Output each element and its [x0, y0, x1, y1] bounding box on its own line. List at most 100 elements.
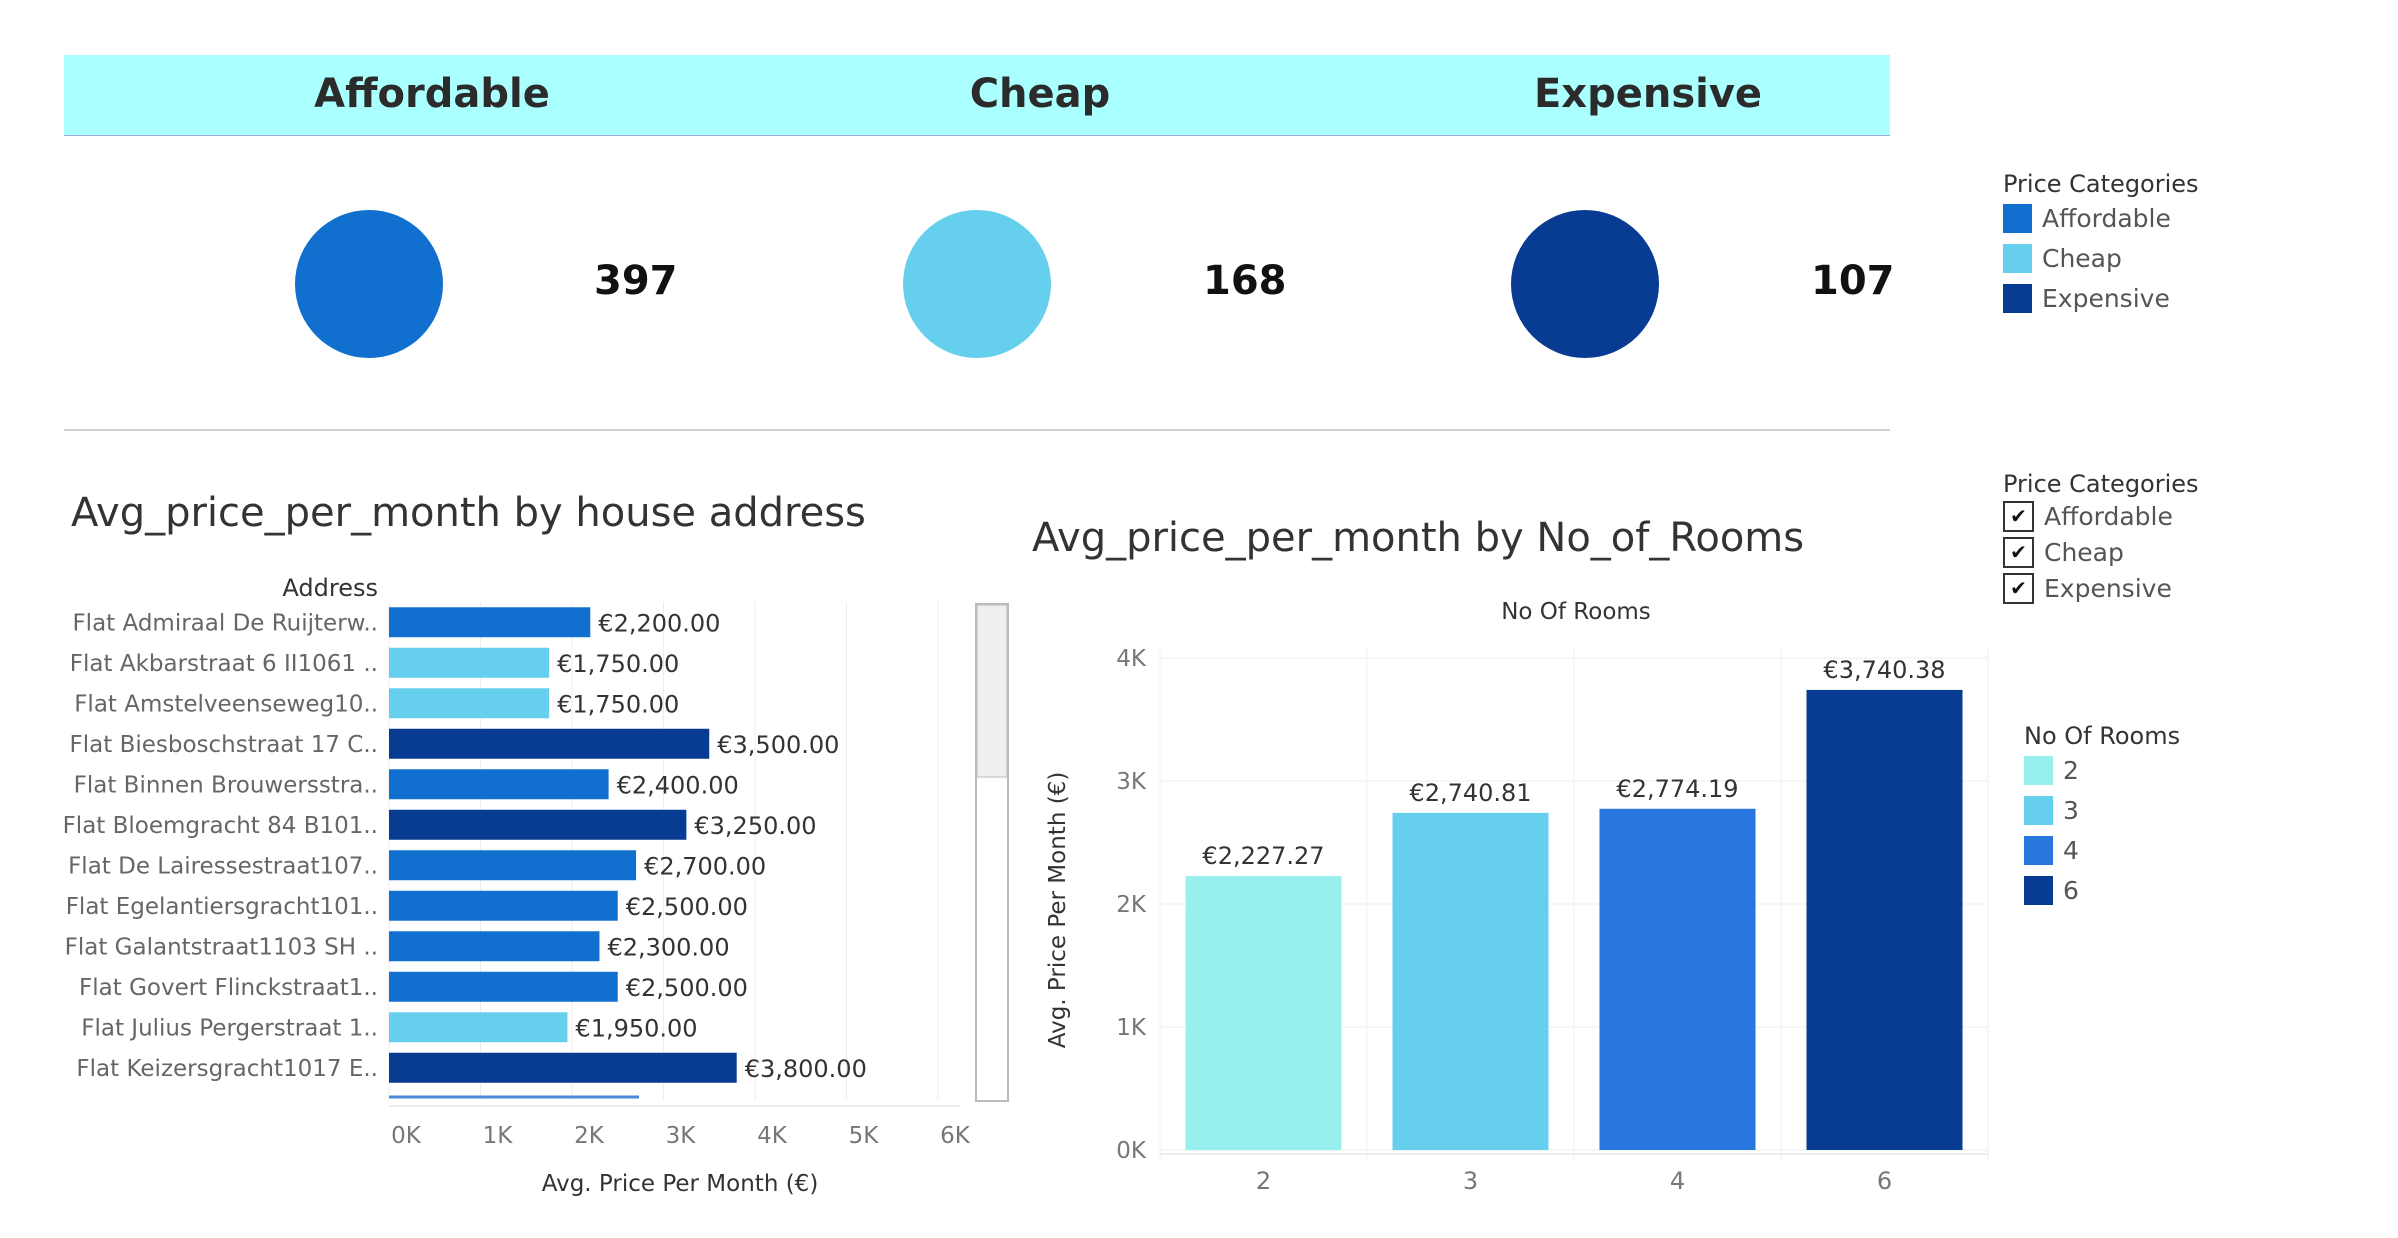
checkbox-cheap[interactable]: ✔ — [2003, 536, 2034, 568]
rooms-bar — [1185, 876, 1342, 1150]
legend-swatch — [2003, 203, 2032, 233]
filter-item-expensive[interactable]: ✔ Expensive — [2003, 570, 2199, 606]
legend-item-expensive[interactable]: Expensive — [2003, 278, 2199, 318]
x-tick-label: 4 — [1670, 1167, 1685, 1195]
x-tick-label: 2 — [1256, 1167, 1271, 1195]
kpi-circle-expensive[interactable] — [1511, 210, 1659, 358]
address-label: Flat Keizersgracht1017 E.. — [76, 1056, 378, 1082]
address-label: Flat Govert Flinckstraat1.. — [79, 975, 378, 1001]
y-tick-label: 0K — [1116, 1138, 1147, 1164]
bar-value-label: €2,500.00 — [626, 974, 748, 1002]
legend-title: Price Categories — [2003, 170, 2199, 198]
legend-item-cheap[interactable]: Cheap — [2003, 238, 2199, 278]
x-tick-label: 1K — [483, 1123, 514, 1149]
legend-label: 6 — [2063, 875, 2079, 905]
address-bar — [389, 688, 550, 719]
filter-item-cheap[interactable]: ✔ Cheap — [2003, 534, 2199, 570]
bar-value-label: €2,740.81 — [1409, 779, 1531, 807]
address-bar — [389, 769, 609, 800]
bar-value-label: €2,227.27 — [1202, 842, 1324, 870]
bar-value-label: €2,300.00 — [607, 933, 729, 961]
address-label: Flat Akbarstraat 6 II1061 .. — [70, 651, 378, 677]
y-tick-label: 4K — [1116, 646, 1147, 672]
legend-no-of-rooms: No Of Rooms 2 3 4 6 — [2024, 722, 2180, 910]
row-header: Address — [282, 574, 378, 602]
bar-value-label: €3,500.00 — [717, 731, 839, 759]
legend-item-rooms-2[interactable]: 2 — [2024, 750, 2180, 790]
kpi-header-expensive: Expensive — [1533, 71, 1763, 117]
filter-title: Price Categories — [2003, 470, 2199, 498]
checkbox-expensive[interactable]: ✔ — [2003, 572, 2034, 604]
address-bar — [389, 1012, 568, 1043]
filter-item-affordable[interactable]: ✔ Affordable — [2003, 498, 2199, 534]
bar-value-label: €3,800.00 — [745, 1055, 867, 1083]
address-label: Flat De Lairessestraat107.. — [68, 853, 378, 879]
column-header: No Of Rooms — [1501, 599, 1651, 625]
address-bar — [389, 728, 710, 759]
legend-label: 2 — [2063, 755, 2079, 785]
filter-label: Cheap — [2044, 537, 2124, 567]
x-tick-label: 2K — [574, 1123, 605, 1149]
rooms-bar — [1599, 808, 1756, 1150]
y-axis-label: Avg. Price Per Month (€) — [1045, 772, 1071, 1049]
y-tick-label: 1K — [1116, 1015, 1147, 1041]
bar-value-label: €2,200.00 — [598, 609, 720, 637]
x-tick-label: 0K — [391, 1123, 422, 1149]
bar-value-label: €2,774.19 — [1616, 775, 1738, 803]
legend-label: 3 — [2063, 795, 2079, 825]
legend-swatch — [2024, 795, 2053, 825]
legend-swatch — [2003, 283, 2032, 313]
x-axis-label: Avg. Price Per Month (€) — [542, 1171, 819, 1197]
check-icon: ✔ — [2010, 504, 2027, 528]
bar-value-label: €2,500.00 — [626, 893, 748, 921]
legend-swatch — [2024, 835, 2053, 865]
legend-item-rooms-4[interactable]: 4 — [2024, 830, 2180, 870]
scrollbar-thumb[interactable] — [976, 604, 1008, 778]
address-bar — [389, 1052, 737, 1083]
x-tick-label: 4K — [757, 1123, 788, 1149]
x-tick-label: 3 — [1463, 1167, 1478, 1195]
check-icon: ✔ — [2010, 576, 2027, 600]
bar-value-label: €2,400.00 — [617, 771, 739, 799]
rooms-bar-chart: No Of Rooms 0K 1K 2K 3K 4K €2,227.27 2 €2,740.81… — [1045, 599, 1989, 1195]
bar-value-label: €2,700.00 — [644, 852, 766, 880]
legend-item-rooms-6[interactable]: 6 — [2024, 870, 2180, 910]
legend-item-affordable[interactable]: Affordable — [2003, 198, 2199, 238]
legend-swatch — [2024, 875, 2053, 905]
address-chart-title: Avg_price_per_month by house address — [71, 490, 866, 536]
bar-value-label: €3,740.38 — [1823, 656, 1945, 684]
x-tick-label: 3K — [666, 1123, 697, 1149]
address-label: Flat Admiraal De Ruijterw.. — [72, 610, 378, 636]
kpi-count-expensive: 107 — [1811, 258, 1895, 304]
legend-label: Cheap — [2042, 243, 2122, 273]
address-label: Flat Bloemgracht 84 B101.. — [63, 813, 378, 839]
address-bar — [389, 971, 618, 1002]
address-bar — [389, 850, 637, 881]
legend-item-rooms-3[interactable]: 3 — [2024, 790, 2180, 830]
kpi-circle-affordable[interactable] — [295, 210, 443, 358]
x-tick-label: 6K — [940, 1123, 971, 1149]
address-label: Flat Julius Pergerstraat 1.. — [81, 1015, 378, 1041]
kpi-count-cheap: 168 — [1203, 258, 1287, 304]
bar-value-label: €1,950.00 — [575, 1014, 697, 1042]
legend-label: Affordable — [2042, 203, 2171, 233]
kpi-header-cheap: Cheap — [969, 71, 1111, 117]
kpi-circle-cheap[interactable] — [903, 210, 1051, 358]
check-icon: ✔ — [2010, 540, 2027, 564]
legend-price-categories: Price Categories Affordable Cheap Expens… — [2003, 170, 2199, 318]
address-label: Flat Binnen Brouwersstra.. — [74, 772, 378, 798]
rooms-chart-title: Avg_price_per_month by No_of_Rooms — [1032, 515, 1805, 561]
y-tick-label: 2K — [1116, 892, 1147, 918]
address-label: Flat Galantstraat1103 SH .. — [65, 934, 378, 960]
legend-label: 4 — [2063, 835, 2079, 865]
filter-label: Expensive — [2044, 573, 2172, 603]
x-tick-label: 5K — [849, 1123, 880, 1149]
address-label: Flat Amstelveenseweg10.. — [74, 691, 378, 717]
bar-value-label: €1,750.00 — [557, 690, 679, 718]
address-bar-chart: Address Flat Admiraal De Ruijterw.. €2,200… — [63, 574, 1009, 1197]
y-tick-label: 3K — [1116, 769, 1147, 795]
legend-swatch — [2003, 243, 2032, 273]
checkbox-affordable[interactable]: ✔ — [2003, 500, 2034, 532]
address-bar — [389, 809, 687, 840]
address-bar — [389, 607, 591, 638]
